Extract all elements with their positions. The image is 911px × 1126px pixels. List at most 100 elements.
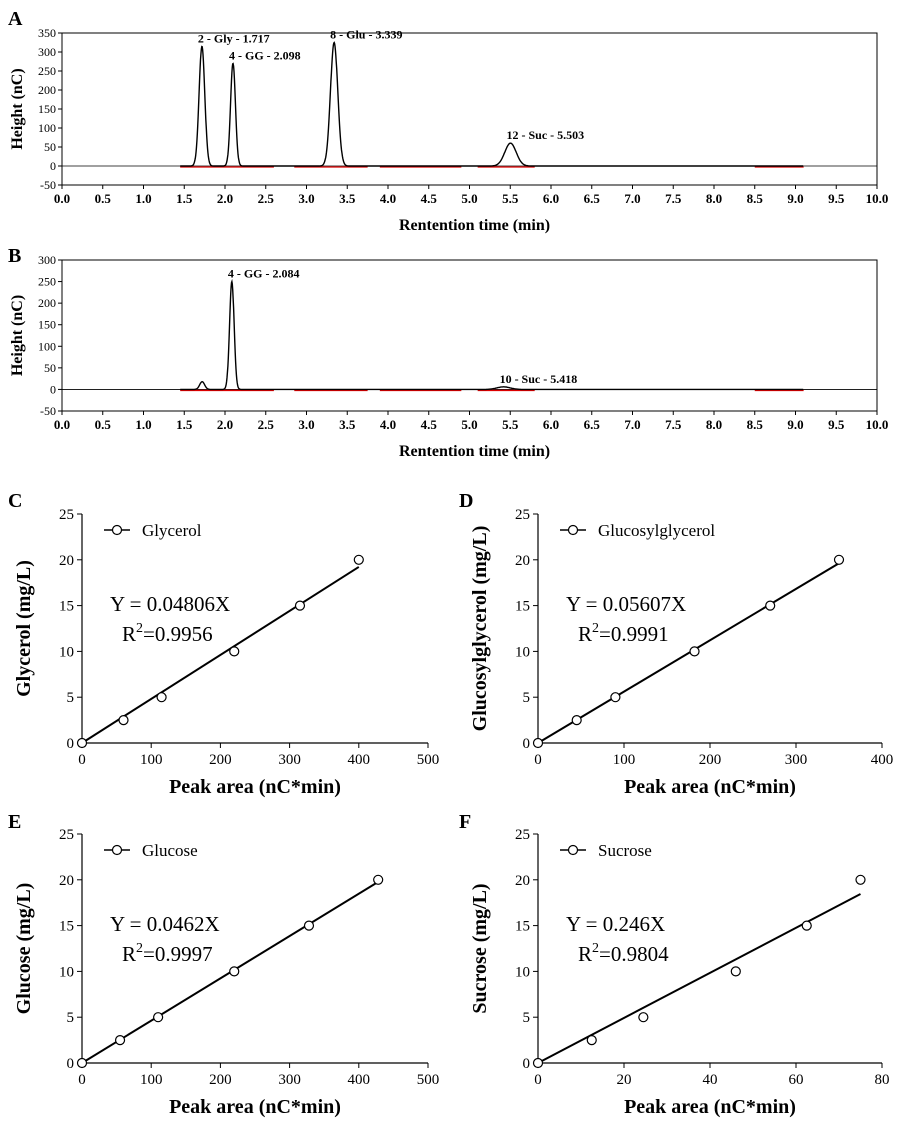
x-tick-label: 7.0 [624,191,640,206]
x-tick-label: 1.5 [176,191,193,206]
x-axis-label: Rentention time (min) [399,443,550,460]
x-tick-label: 6.0 [543,417,559,432]
x-tick-label: 60 [789,1072,804,1088]
y-tick-label: 0 [67,1056,75,1072]
y-tick-label: 20 [59,873,74,889]
x-tick-label: 10.0 [866,417,889,432]
x-tick-label: 5.5 [502,191,519,206]
x-tick-label: 1.5 [176,417,193,432]
r-squared-text: R2=0.9997 [122,941,213,966]
data-point [229,646,240,657]
panel-letter-a: A [8,8,23,30]
regression-line [537,562,840,744]
data-point [833,554,845,565]
x-tick-label: 0.5 [95,191,112,206]
panel-letter-f: F [459,811,471,833]
x-tick-label: 9.0 [787,417,803,432]
equation-text: Y = 0.0462X [110,912,220,936]
calibration-e: 0 100 200 300 400 500 0 5 10 15 20 25 Peak area (nC*… [13,827,439,1118]
data-point [730,966,741,977]
r-squared-superscript: 2 [592,941,599,956]
legend-marker [567,844,579,856]
peak-label: 8 - Glu - 3.339 [330,28,402,42]
x-tick-label: 40 [703,1072,718,1088]
data-point [76,737,88,749]
x-tick-label: 500 [417,1072,440,1088]
r-squared-superscript: 2 [592,621,599,636]
x-tick-label: 3.5 [339,191,356,206]
y-tick-label: 15 [515,599,530,615]
r-squared-value: =0.9956 [143,622,213,646]
x-axis-label: Peak area (nC*min) [169,776,341,798]
data-point [765,600,776,611]
y-tick-label: 300 [38,253,56,267]
y-tick-label: 15 [59,919,74,935]
panel-letter-b: B [8,245,21,267]
y-tick-label: 5 [67,1010,75,1026]
y-tick-label: 25 [515,827,530,843]
r-squared-prefix: R [578,622,592,646]
y-tick-label: 15 [59,599,74,615]
x-tick-label: 9.5 [828,191,845,206]
x-tick-label: 0.0 [54,417,70,432]
y-tick-label: 200 [38,296,56,310]
data-point [532,737,544,749]
data-point [571,714,582,726]
legend-label: Glucose [142,841,198,860]
r-squared-text: R2=0.9804 [578,941,669,966]
x-tick-label: 3.0 [298,191,314,206]
y-tick-label: 0 [523,736,531,752]
y-tick-label: 15 [515,919,530,935]
y-tick-label: 20 [515,873,530,889]
y-axis-label: Sucrose (mg/L) [469,883,491,1013]
x-tick-label: 500 [417,752,440,768]
x-tick-label: 2.0 [217,417,233,432]
data-point [303,920,315,931]
x-tick-label: 7.5 [665,191,682,206]
x-tick-label: 8.0 [706,417,722,432]
legend-marker [111,524,123,536]
calibration-f: 0 20 40 60 80 0 5 10 15 20 25 Peak area (nC*min) Suc… [469,827,890,1118]
x-axis-label: Peak area (nC*min) [169,1096,341,1118]
legend-label: Sucrose [598,841,652,860]
peak-label: 12 - Suc - 5.503 [506,128,584,142]
x-tick-label: 8.0 [706,191,722,206]
r-squared-prefix: R [578,942,592,966]
y-axis-label: Glucose (mg/L) [13,883,35,1015]
peak-label: 4 - GG - 2.084 [228,267,300,281]
data-point [801,920,812,931]
x-tick-label: 200 [209,1072,232,1088]
x-tick-label: 2.5 [258,191,275,206]
data-point [353,554,364,565]
y-tick-label: 50 [44,140,56,154]
data-point [229,966,240,977]
data-point [373,874,384,885]
chromatogram-trace [180,278,804,391]
x-tick-label: 20 [617,1072,632,1088]
x-tick-label: 3.0 [298,417,314,432]
x-tick-label: 2.5 [258,417,275,432]
y-tick-label: 150 [38,318,56,332]
r-squared-text: R2=0.9991 [578,621,669,646]
x-tick-label: 300 [785,752,808,768]
x-tick-label: 5.5 [502,417,519,432]
x-tick-label: 7.5 [665,417,682,432]
x-tick-label: 8.5 [747,417,764,432]
peak-label: 2 - Gly - 1.717 [198,31,270,45]
regression-line [81,566,360,744]
x-tick-label: 0 [534,1072,542,1088]
y-tick-label: 0 [50,159,56,173]
x-axis-label: Rentention time (min) [399,217,550,234]
x-tick-label: 10.0 [866,191,889,206]
data-point [76,1057,88,1069]
x-tick-label: 5.0 [461,191,477,206]
x-tick-label: 1.0 [135,191,151,206]
y-axis-label: Glucosylglycerol (mg/L) [469,526,491,732]
x-tick-label: 400 [348,752,371,768]
panel-letter-c: C [8,490,22,512]
x-tick-label: 200 [699,752,722,768]
peak-label: 10 - Suc - 5.418 [500,372,578,386]
x-tick-label: 4.5 [421,417,438,432]
equation-text: Y = 0.04806X [110,592,230,616]
y-tick-label: 25 [515,507,530,523]
